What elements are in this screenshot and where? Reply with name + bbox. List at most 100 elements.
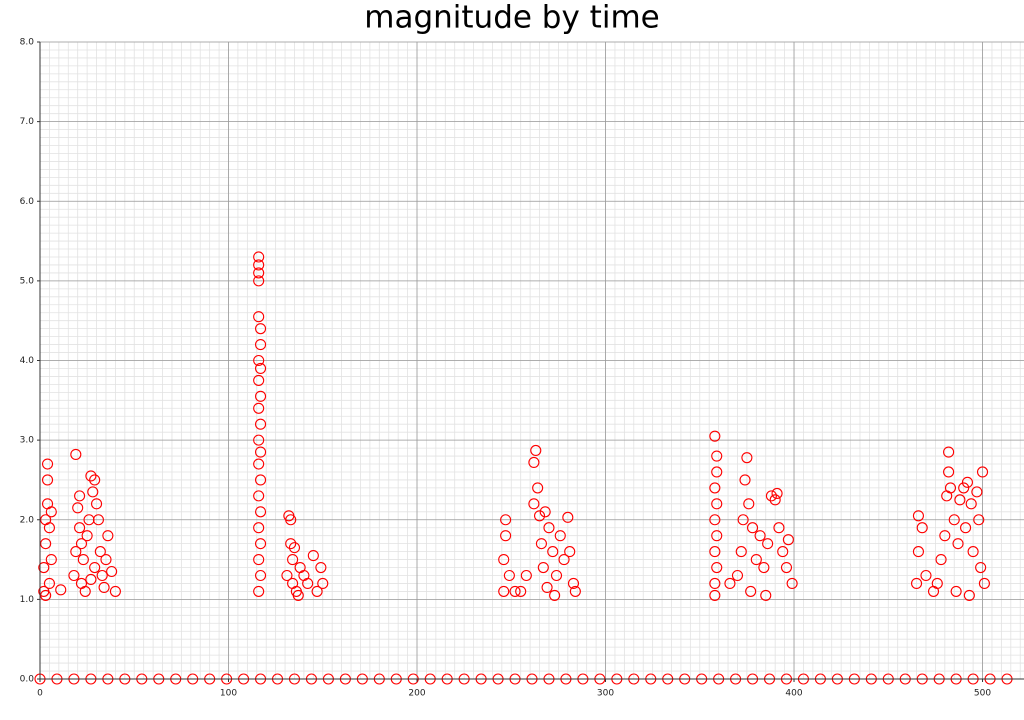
point (100, 554, 112, 566)
y-tick-label: 4.0 (20, 356, 35, 366)
y-tick-label: 7.0 (20, 117, 35, 127)
point (967, 546, 979, 558)
point (500, 530, 512, 542)
point (43, 577, 55, 590)
point (75, 538, 88, 550)
point (311, 585, 323, 597)
point (912, 546, 924, 558)
point (253, 251, 265, 263)
point (765, 490, 777, 502)
point (253, 585, 265, 597)
point (550, 569, 563, 582)
point (89, 474, 101, 486)
point (567, 577, 580, 590)
point (302, 577, 314, 590)
point (958, 482, 970, 494)
point (91, 498, 103, 510)
point (253, 522, 265, 534)
point (709, 589, 721, 601)
point (255, 446, 267, 458)
point (569, 585, 581, 597)
point (281, 569, 293, 582)
y-tick-label: 2.0 (20, 515, 35, 525)
point (782, 534, 794, 546)
point (549, 589, 561, 601)
point (94, 546, 106, 558)
point (255, 362, 267, 375)
point (79, 585, 91, 597)
point (762, 538, 774, 550)
x-tick-label: 300 (597, 689, 614, 699)
point (709, 546, 721, 558)
point (253, 354, 265, 367)
point (45, 506, 57, 518)
point (255, 323, 267, 335)
point (40, 538, 52, 550)
point (41, 458, 54, 470)
point (509, 585, 521, 597)
point (709, 430, 721, 442)
point (943, 466, 955, 478)
point (253, 402, 265, 414)
point (98, 581, 110, 593)
point (541, 581, 553, 593)
point (558, 554, 570, 566)
point (255, 390, 267, 402)
point (739, 474, 751, 486)
y-tick-label: 6.0 (20, 197, 35, 207)
point (760, 589, 772, 601)
point (38, 561, 50, 574)
point (288, 542, 301, 554)
point (754, 530, 766, 542)
point (498, 585, 510, 597)
point (45, 554, 57, 566)
point (85, 573, 97, 586)
point (911, 577, 923, 590)
point (68, 569, 80, 582)
point (965, 498, 977, 510)
point (747, 522, 759, 534)
point (943, 446, 955, 458)
point (70, 546, 82, 558)
point (253, 554, 265, 566)
point (960, 522, 972, 534)
point (944, 482, 957, 494)
point (939, 530, 951, 542)
point (307, 550, 319, 562)
point (745, 585, 757, 597)
point (285, 538, 297, 550)
point (55, 584, 67, 596)
x-tick-label: 100 (220, 689, 237, 699)
point (786, 577, 798, 590)
point (948, 514, 960, 526)
point (253, 374, 265, 386)
point (315, 561, 327, 574)
point (961, 476, 973, 488)
point (711, 561, 723, 574)
point (533, 510, 546, 522)
point (735, 546, 747, 558)
point (724, 577, 736, 590)
point (255, 538, 267, 550)
y-tick-label: 3.0 (20, 436, 35, 446)
x-tick-label: 400 (785, 689, 802, 699)
point (255, 339, 267, 351)
point (89, 561, 101, 574)
point (532, 482, 544, 494)
point (731, 569, 744, 582)
point (709, 514, 721, 526)
point (528, 456, 540, 468)
point (253, 267, 265, 279)
point (758, 561, 770, 574)
point (547, 546, 559, 558)
point (771, 487, 783, 500)
point (963, 589, 975, 601)
labels-group: 0.0 1.0 2.0 3.0 4.0 5.0 6.0 7.0 8.0 0 100 200 300 400… (20, 38, 1024, 699)
point (709, 482, 721, 494)
point (503, 569, 515, 582)
point (952, 538, 964, 550)
y-tick-label: 5.0 (20, 276, 35, 286)
point (287, 554, 299, 566)
point (109, 585, 121, 597)
